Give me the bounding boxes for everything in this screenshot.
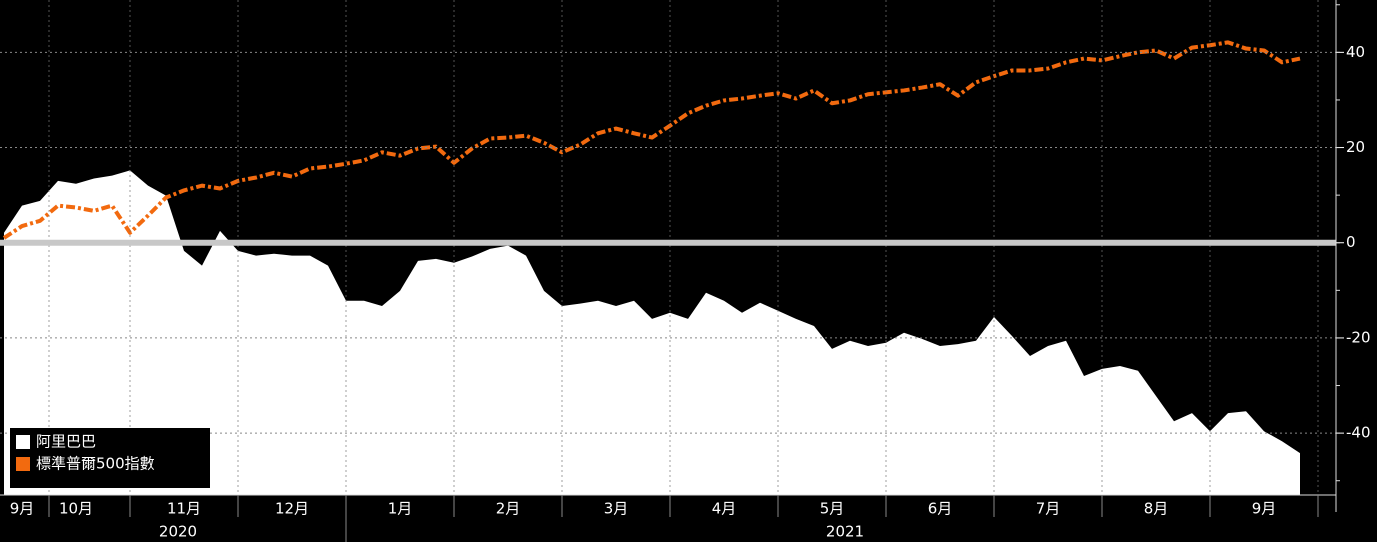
x-tick-label: 8月 <box>1144 500 1169 518</box>
x-tick-label: 4月 <box>712 500 737 518</box>
x-tick-label: 11月 <box>167 500 201 518</box>
legend-box <box>10 428 210 488</box>
x-tick-label: 10月 <box>59 500 93 518</box>
line <box>2 40 1301 240</box>
x-tick-label: 5月 <box>820 500 845 518</box>
x-tick-label: 2月 <box>496 500 521 518</box>
legend-swatch <box>16 457 30 471</box>
area <box>4 170 1300 495</box>
x-tick-label: 6月 <box>928 500 953 518</box>
legend-label: 阿里巴巴 <box>36 433 96 451</box>
x-tick-label: 1月 <box>388 500 413 518</box>
year-label: 2021 <box>826 523 864 541</box>
x-tick-label: 7月 <box>1036 500 1061 518</box>
x-tick-label: 12月 <box>275 500 309 518</box>
y-tick-label: -40 <box>1346 424 1371 442</box>
y-tick-label: 20 <box>1346 138 1365 156</box>
x-tick-label: 9月 <box>10 500 35 518</box>
y-tick-label: 40 <box>1346 43 1365 61</box>
year-label: 2020 <box>159 523 197 541</box>
x-tick-label: 3月 <box>604 500 629 518</box>
legend-label: 標準普爾500指數 <box>36 455 155 473</box>
x-tick-label: 9月 <box>1252 500 1277 518</box>
legend-swatch <box>16 435 30 449</box>
y-tick-label: 0 <box>1346 233 1356 251</box>
y-tick-label: -20 <box>1346 328 1371 346</box>
